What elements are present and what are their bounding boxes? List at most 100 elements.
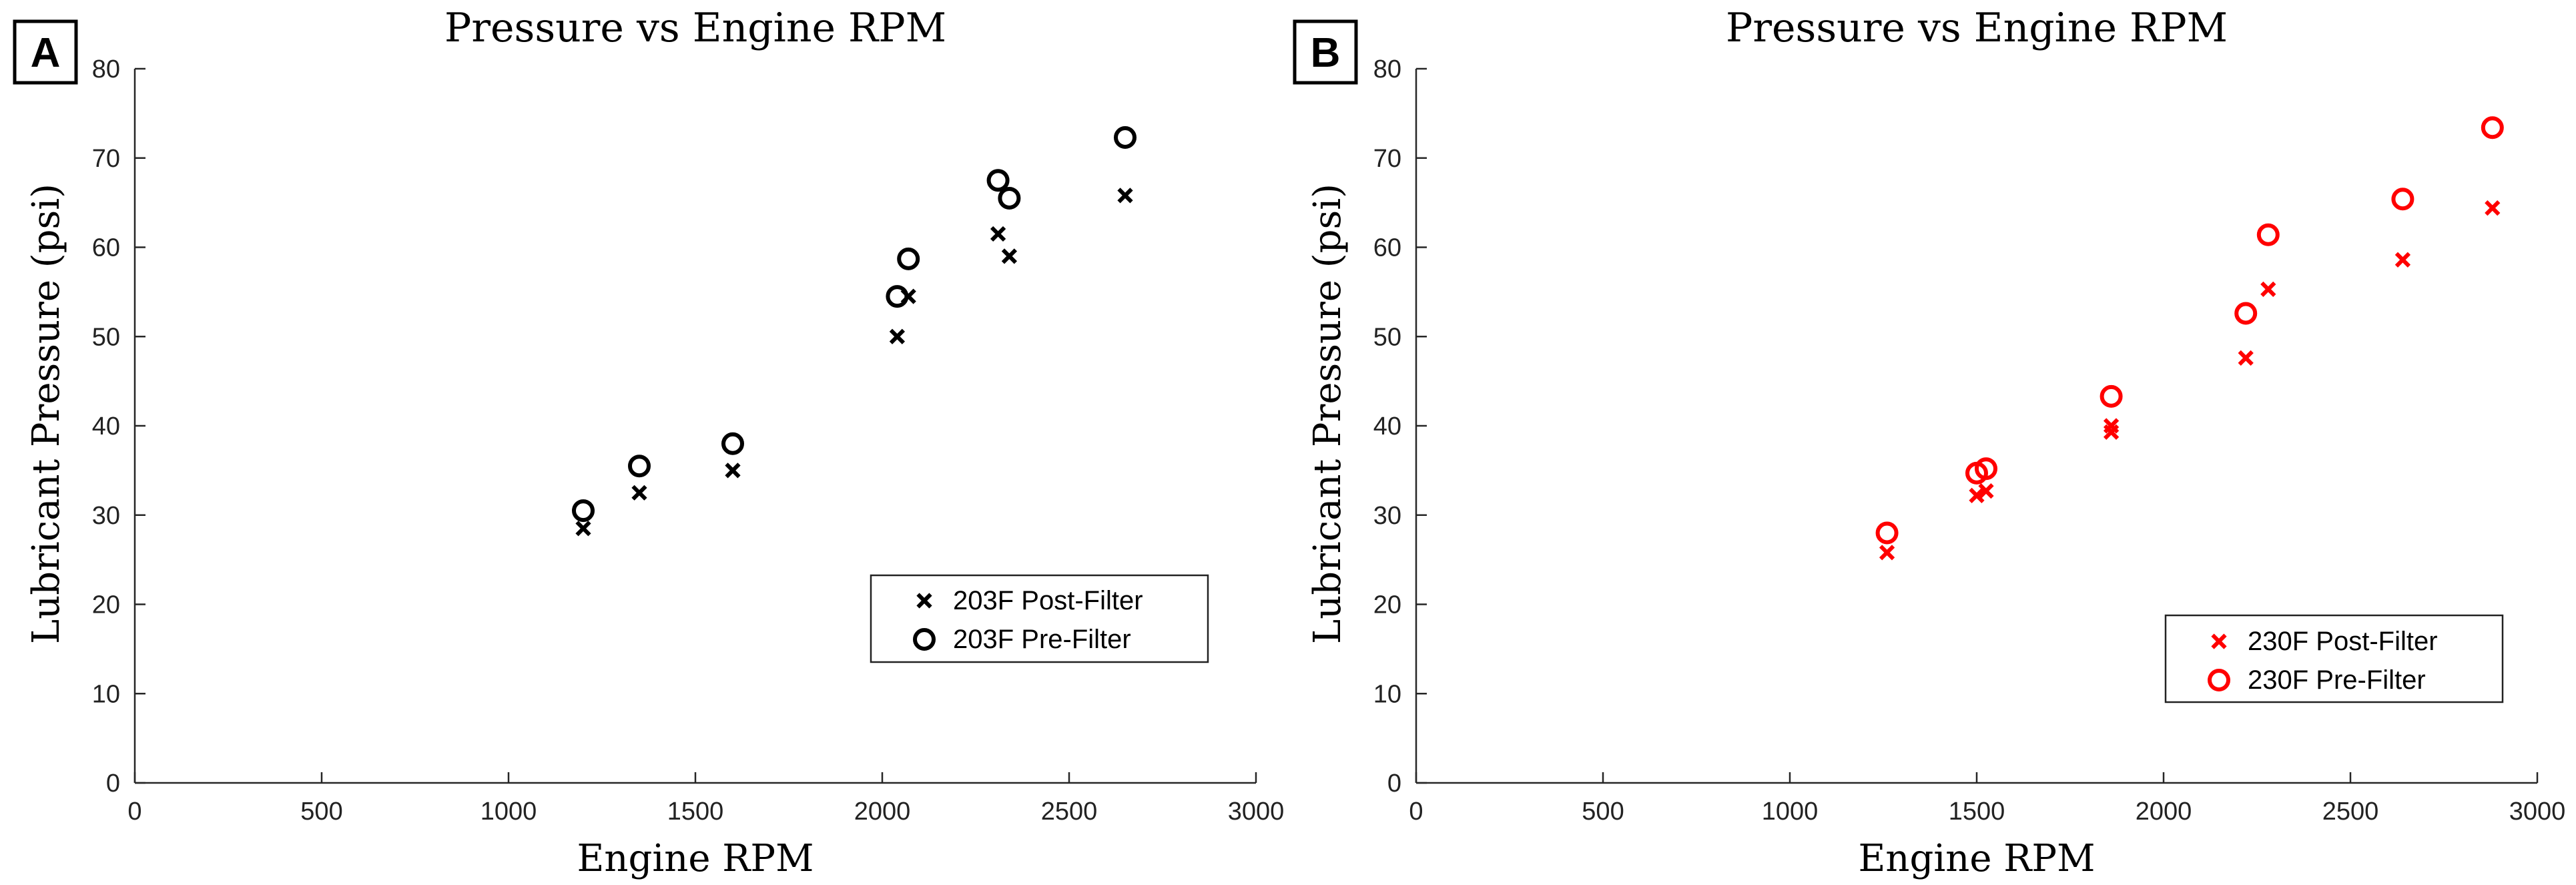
data-point-pre-filter xyxy=(2100,384,2123,408)
data-point-pre-filter xyxy=(2481,116,2504,139)
data-point-post-filter xyxy=(1969,487,1985,503)
data-point-pre-filter xyxy=(572,499,595,523)
legend-marker xyxy=(913,628,936,651)
data-point-post-filter xyxy=(990,226,1006,242)
x-tick-label: 1000 xyxy=(1762,798,1819,826)
x-tick-label: 2500 xyxy=(1041,798,1098,826)
x-tick-label: 1000 xyxy=(480,798,537,826)
data-point-pre-filter xyxy=(1975,457,1997,481)
x-tick-label: 3000 xyxy=(2509,798,2566,826)
legend: 230F Post-Filter 230F Pre-Filter xyxy=(2164,614,2504,703)
data-point-post-filter-stroke xyxy=(2394,252,2411,268)
data-point-post-filter xyxy=(1978,483,1994,499)
panel-tag-box xyxy=(13,19,78,85)
y-tick-label: 60 xyxy=(92,234,120,262)
legend-symbol-pre-filter xyxy=(913,628,936,651)
data-point-pre-filter xyxy=(1114,125,1137,149)
y-tick-label: 60 xyxy=(1373,234,1401,262)
panel-tag-b: B xyxy=(1293,19,1358,85)
y-tick-label: 10 xyxy=(1373,680,1401,708)
x-tick-label: 1500 xyxy=(667,798,724,826)
legend-symbol-post-filter xyxy=(2211,633,2227,649)
x-axis-label: Engine RPM xyxy=(577,837,814,880)
data-point-post-filter xyxy=(1117,188,1133,204)
data-point-post-filter-stroke xyxy=(990,226,1006,242)
y-tick-label: 50 xyxy=(1373,323,1401,351)
legend-label-post-filter: 203F Post-Filter xyxy=(953,586,1143,615)
legend-marker-stroke xyxy=(2211,633,2227,649)
chart-title: Pressure vs Engine RPM xyxy=(1726,5,2228,51)
y-tick-label: 30 xyxy=(92,502,120,530)
x-axis-label: Engine RPM xyxy=(1859,837,2096,880)
data-point-post-filter xyxy=(725,463,741,479)
plot-area xyxy=(572,125,1137,537)
data-point-post-filter-stroke xyxy=(2238,350,2254,366)
data-point-pre-filter xyxy=(897,247,920,270)
panel-tag-a: A xyxy=(13,19,78,85)
panel-a: A Pressure vs Engine RPM Engine RPM Lubr… xyxy=(13,5,1285,880)
panel-tag-label: A xyxy=(31,30,61,76)
y-tick-label: 80 xyxy=(92,55,120,83)
y-tick-label: 20 xyxy=(1373,591,1401,619)
x-tick-label: 3000 xyxy=(1228,798,1285,826)
data-point-pre-filter xyxy=(886,285,909,308)
x-tick-label: 500 xyxy=(1582,798,1624,826)
y-tick-label: 40 xyxy=(1373,412,1401,440)
panel-tag-label: B xyxy=(1311,30,1341,76)
legend-symbol-post-filter xyxy=(916,593,932,609)
data-point-post-filter-stroke xyxy=(2260,281,2276,297)
data-point-post-filter xyxy=(889,328,906,344)
y-tick-label: 30 xyxy=(1373,502,1401,530)
data-point-post-filter-stroke xyxy=(725,463,741,479)
x-tick-label: 0 xyxy=(127,798,141,826)
y-axis-label: Lubricant Pressure (psi) xyxy=(25,184,68,644)
y-tick-label: 0 xyxy=(1387,770,1401,798)
y-tick-label: 80 xyxy=(1373,55,1401,83)
y-tick-label: 70 xyxy=(92,145,120,173)
data-point-post-filter-stroke xyxy=(2103,418,2120,434)
y-tick-label: 50 xyxy=(92,323,120,351)
x-tick-label: 1500 xyxy=(1949,798,2005,826)
legend-label-pre-filter: 230F Pre-Filter xyxy=(2248,665,2426,695)
legend-marker-stroke xyxy=(916,593,932,609)
y-tick-label: 10 xyxy=(92,680,120,708)
data-point-pre-filter xyxy=(1875,521,1899,545)
data-point-post-filter-stroke xyxy=(1879,545,1895,561)
data-point-pre-filter xyxy=(986,169,1010,192)
axes: 0 500 1000 1500 2000 2500 3000 0 10 20 30 40 50 60 70 8… xyxy=(1373,55,2566,826)
data-point-post-filter-stroke xyxy=(631,485,647,501)
y-axis-label: Lubricant Pressure (psi) xyxy=(1306,184,1349,644)
legend-marker xyxy=(2211,633,2227,649)
data-point-post-filter-stroke xyxy=(575,521,591,537)
legend: 203F Post-Filter 203F Pre-Filter xyxy=(870,574,1209,663)
legend-label-pre-filter: 203F Pre-Filter xyxy=(953,625,1131,654)
legend-marker xyxy=(916,593,932,609)
y-tick-label: 40 xyxy=(92,412,120,440)
panel-tag-box xyxy=(1293,19,1358,85)
data-point-post-filter-stroke xyxy=(2485,200,2501,216)
legend-label-post-filter: 230F Post-Filter xyxy=(2248,627,2438,656)
data-point-pre-filter xyxy=(2234,302,2258,325)
data-point-post-filter-stroke xyxy=(1978,483,1994,499)
plot-area xyxy=(1875,116,2504,561)
data-point-post-filter xyxy=(2103,418,2120,434)
chart-title: Pressure vs Engine RPM xyxy=(444,5,946,51)
x-tick-label: 0 xyxy=(1409,798,1423,826)
data-point-post-filter xyxy=(575,521,591,537)
data-point-post-filter-stroke xyxy=(889,328,906,344)
data-point-pre-filter xyxy=(2256,223,2280,246)
data-point-post-filter xyxy=(2238,350,2254,366)
data-point-pre-filter xyxy=(628,455,651,478)
axes: 0 500 1000 1500 2000 2500 3000 0 10 20 30 40 50 60 70 8… xyxy=(92,55,1285,826)
data-point-pre-filter xyxy=(998,186,1021,210)
data-point-post-filter xyxy=(1879,545,1895,561)
y-tick-label: 20 xyxy=(92,591,120,619)
data-point-pre-filter xyxy=(2391,188,2414,211)
x-tick-label: 2000 xyxy=(854,798,911,826)
data-point-post-filter xyxy=(2260,281,2276,297)
data-point-pre-filter xyxy=(721,432,744,455)
data-point-post-filter-stroke xyxy=(1001,248,1018,264)
x-tick-label: 2500 xyxy=(2322,798,2379,826)
data-point-post-filter-stroke xyxy=(1969,487,1985,503)
